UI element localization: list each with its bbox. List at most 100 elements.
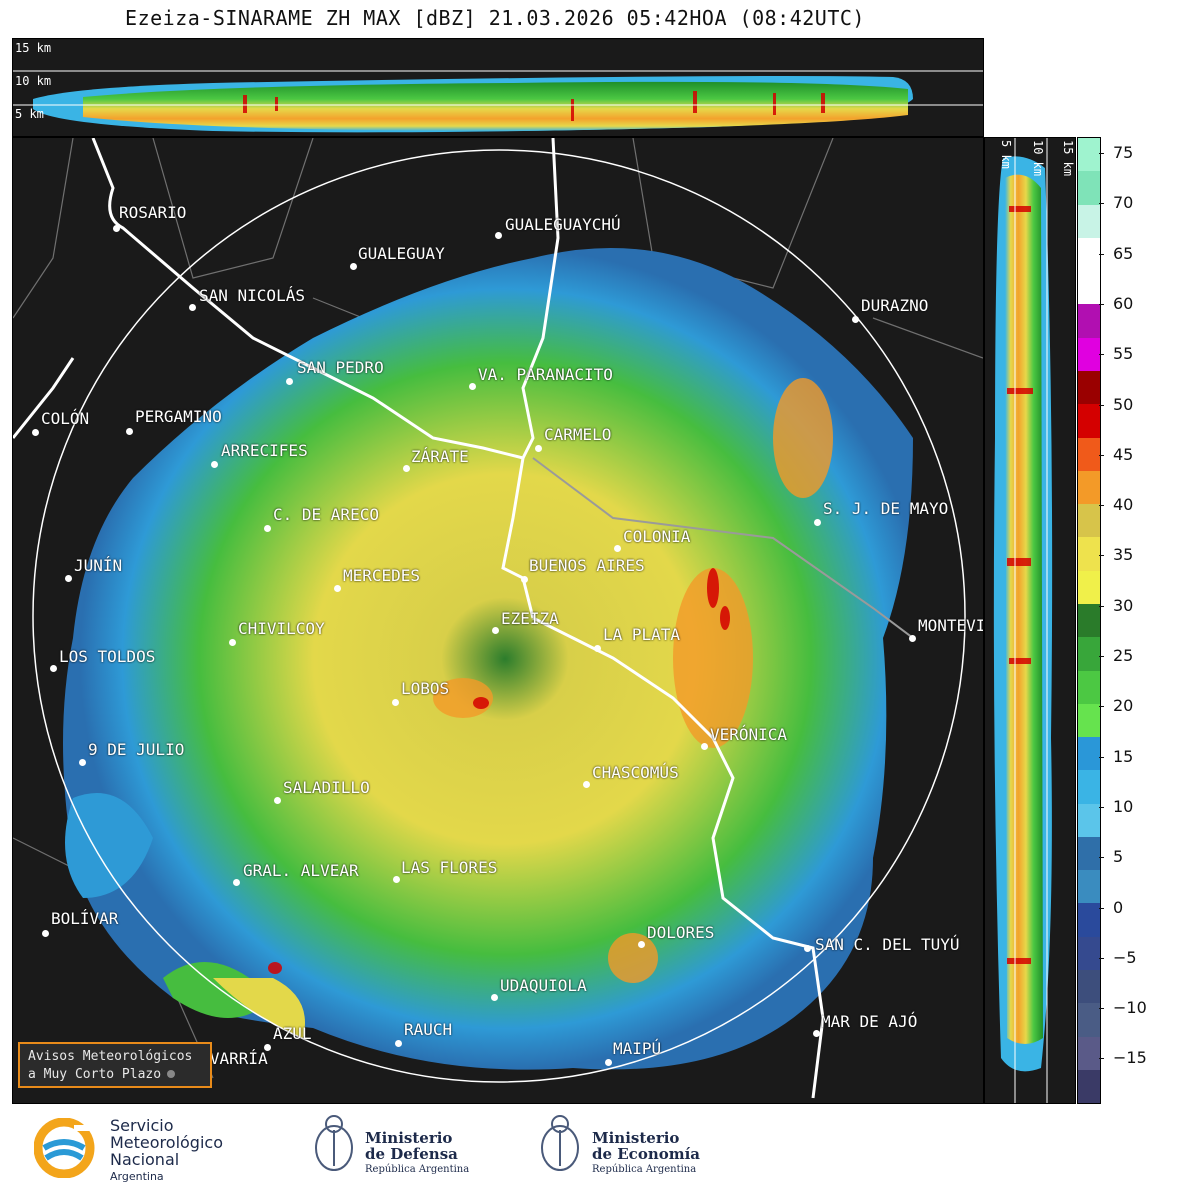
smn-line-4: Argentina: [110, 1170, 164, 1183]
city-label-rosario: ROSARIO: [119, 203, 187, 222]
colorbar-tick-mark: [1099, 153, 1104, 154]
city-label-mar-de-ajo: MAR DE AJÓ: [821, 1012, 918, 1031]
smn-line-1: Servicio: [110, 1116, 174, 1135]
city-label-montevideo: MONTEVIDEO: [918, 616, 984, 635]
colorbar-tick-label: 45: [1113, 444, 1134, 464]
colorbar-segment: [1078, 870, 1100, 904]
city-label-chascomus: CHASCOMÚS: [592, 763, 679, 782]
economia-coat-of-arms-icon: [541, 1115, 579, 1171]
city-dot-pergamino: [126, 428, 133, 435]
colorbar-tick-label: 65: [1113, 243, 1134, 263]
colorbar-segment: [1078, 537, 1100, 571]
city-label-san-c-del-tuyu: SAN C. DEL TUYÚ: [815, 935, 960, 954]
city-dot-las-flores: [393, 876, 400, 883]
city-dot-rauch: [395, 1040, 402, 1047]
city-label-dolores: DOLORES: [647, 923, 715, 942]
city-dot-la-plata: [594, 645, 601, 652]
colorbar-tick-label: 20: [1113, 696, 1134, 716]
colorbar-tick-mark: [1099, 303, 1104, 305]
smn-line-2: Meteorológico: [110, 1133, 223, 1152]
city-dot-arrecifes: [211, 461, 218, 468]
city-dot-chascomus: [583, 781, 590, 788]
colorbar-tick-label: −10: [1113, 998, 1147, 1018]
colorbar-tick-mark: [1099, 857, 1104, 859]
colorbar-segment: [1078, 570, 1100, 604]
alert-box[interactable]: Avisos Meteorológicos a Muy Corto Plazo: [18, 1042, 212, 1088]
city-label-9-de-julio: 9 DE JULIO: [88, 740, 185, 759]
city-dot-montevideo: [909, 635, 916, 642]
city-label-colonia: COLONIA: [623, 527, 691, 546]
colorbar-segment: [1078, 836, 1100, 871]
side-axis-label-15km: 15 km: [1061, 140, 1075, 177]
alert-line-1: Avisos Meteorológicos: [28, 1049, 193, 1064]
colorbar-segment: [1078, 504, 1100, 538]
defensa-line-3: República Argentina: [365, 1164, 470, 1175]
city-label-gualeguaychu: GUALEGUAYCHÚ: [505, 215, 621, 234]
economia-line-2: de Economía: [592, 1145, 701, 1163]
colorbar-segment: [1078, 171, 1100, 205]
city-dot-junin: [65, 575, 72, 582]
city-dot-gral-alvear: [233, 879, 240, 886]
city-dot-colonia: [614, 545, 621, 552]
colorbar-tick-label: 40: [1113, 495, 1134, 515]
colorbar-tick-mark: [1099, 907, 1104, 909]
city-dot-azul: [264, 1044, 271, 1051]
city-dot-chivilcoy: [229, 639, 236, 646]
colorbar-segment: [1078, 138, 1100, 172]
city-label-gualeguay: GUALEGUAY: [358, 244, 445, 263]
city-dot-lobos: [392, 699, 399, 706]
colorbar-tick-label: 30: [1113, 595, 1134, 615]
colorbar-tick-mark: [1099, 253, 1104, 255]
city-dot-los-toldos: [50, 665, 57, 672]
city-label-arrecifes: ARRECIFES: [221, 441, 308, 460]
city-label-sj-de-mayo: S. J. DE MAYO: [823, 499, 949, 518]
colorbar-segment: [1078, 1069, 1100, 1103]
colorbar-tick-mark: [1099, 404, 1104, 406]
colorbar-tick-mark: [1099, 505, 1104, 507]
city-label-ezeiza: EZEIZA: [501, 609, 559, 628]
colorbar-segment: [1078, 637, 1100, 671]
colorbar-segment: [1078, 737, 1100, 771]
city-label-bolivar: BOLÍVAR: [51, 909, 119, 928]
colorbar-tick-mark: [1099, 756, 1104, 758]
radar-map-plot: [13, 138, 983, 1099]
page-title: Ezeiza-SINARAME ZH MAX [dBZ] 21.03.2026 …: [125, 6, 865, 30]
smn-logo-text: Servicio Meteorológico Nacional Argentin…: [110, 1117, 223, 1185]
colorbar-tick-label: 0: [1113, 897, 1124, 917]
radar-map[interactable]: ROSARIO GUALEGUAYCHÚ GUALEGUAY SAN NICOL…: [12, 137, 984, 1104]
city-label-rauch: RAUCH: [404, 1020, 453, 1039]
city-dot-saladillo: [274, 797, 281, 804]
colorbar-segment: [1078, 770, 1100, 804]
colorbar-segment: [1078, 703, 1100, 738]
city-dot-veronica: [701, 743, 708, 750]
city-label-saladillo: SALADILLO: [283, 778, 370, 797]
city-dot-sj-de-mayo: [814, 519, 821, 526]
city-dot-mar-de-ajo: [813, 1030, 820, 1037]
colorbar-segment: [1078, 903, 1100, 937]
defensa-logo-text: Ministerio de Defensa República Argentin…: [365, 1130, 469, 1178]
city-label-azul: AZUL: [273, 1024, 312, 1043]
colorbar-segment: [1078, 204, 1100, 238]
city-dot-san-nicolas: [189, 304, 196, 311]
colorbar-segment: [1078, 404, 1100, 438]
top-cross-section: 15 km 10 km 5 km: [12, 38, 984, 137]
colorbar-tick-mark: [1099, 806, 1104, 808]
colorbar-tick-label: 10: [1113, 796, 1134, 816]
colorbar-tick-mark: [1099, 454, 1104, 456]
city-label-colon: COLÓN: [41, 409, 90, 428]
side-cross-section: 5 km 10 km 15 km: [984, 137, 1076, 1104]
city-label-c-de-areco: C. DE ARECO: [273, 505, 379, 524]
city-label-udaquiola: UDAQUIOLA: [500, 976, 587, 995]
city-label-junin: JUNÍN: [74, 556, 123, 575]
colorbar-tick-mark: [1099, 203, 1104, 205]
city-label-los-toldos: LOS TOLDOS: [59, 647, 156, 666]
city-label-lobos: LOBOS: [401, 679, 450, 698]
defensa-line-2: de Defensa: [365, 1145, 458, 1163]
colorbar-segment: [1078, 337, 1100, 371]
colorbar-segment: [1078, 470, 1100, 505]
city-dot-ezeiza: [492, 627, 499, 634]
colorbar-tick-label: −15: [1113, 1048, 1147, 1068]
city-label-la-plata: LA PLATA: [603, 625, 681, 644]
city-label-veronica: VERÓNICA: [710, 725, 788, 744]
city-dot-buenos-aires: [521, 576, 528, 583]
